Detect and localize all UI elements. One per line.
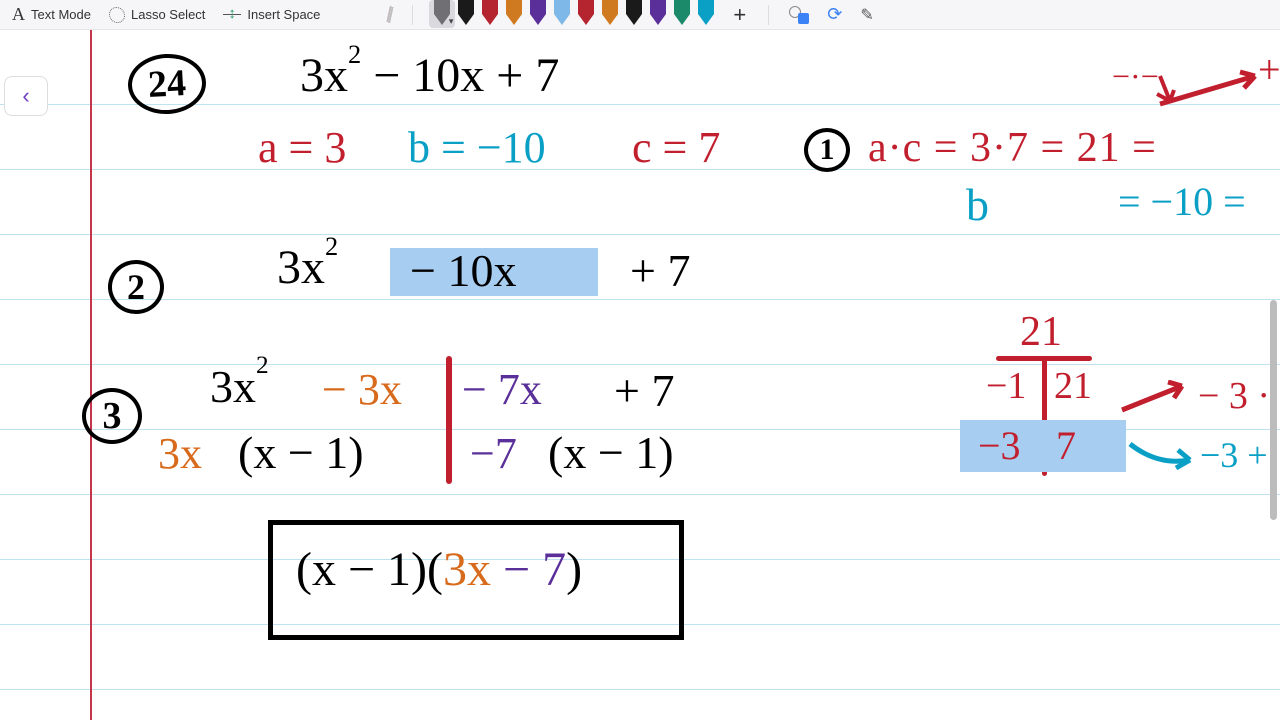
coef-a: a = 3 xyxy=(258,122,346,173)
pen-9[interactable] xyxy=(645,0,671,28)
pen-2[interactable] xyxy=(477,0,503,28)
pen-7[interactable] xyxy=(597,0,623,28)
pen-6[interactable] xyxy=(573,0,599,28)
s3-g2a: −7 xyxy=(470,428,517,479)
add-pen-button[interactable]: + xyxy=(727,2,752,28)
pen-5[interactable] xyxy=(549,0,575,28)
notebook-paper: ‹ 24 3x2 − 10x + 7 −·− + a = 3 b = −10 c… xyxy=(0,30,1280,720)
lasso-icon xyxy=(109,7,125,23)
pen-4[interactable] xyxy=(525,0,551,28)
lasso-tool[interactable]: Lasso Select xyxy=(105,5,209,25)
text-mode-tool[interactable]: A Text Mode xyxy=(8,2,95,27)
step3-num: 3 xyxy=(103,394,122,438)
lasso-label: Lasso Select xyxy=(131,7,205,22)
s3-g1a: 3x xyxy=(158,428,202,479)
ft-arrow1 xyxy=(1118,380,1198,420)
answer-text: (x − 1)(3x − 7) xyxy=(296,542,582,597)
ac-eq: a·c = 3·7 = 21 = xyxy=(868,124,1157,172)
step2-circle: 2 xyxy=(108,260,164,314)
ft-out1: − 3 · xyxy=(1198,374,1270,418)
s3-t1: 3x2 xyxy=(210,360,269,413)
s3-t2: − 3x xyxy=(322,364,402,415)
paper-margin xyxy=(90,30,92,720)
expr-main: 3x2 − 10x + 7 xyxy=(300,48,559,103)
coef-b: b = −10 xyxy=(408,122,546,173)
step1-circle: 1 xyxy=(804,128,850,172)
ft-l1a: −1 xyxy=(986,364,1026,408)
pen-10[interactable] xyxy=(669,0,695,28)
transform-icon: ⟳ xyxy=(827,4,842,25)
eraser-icon xyxy=(387,7,394,22)
s3-t3: − 7x xyxy=(462,364,542,415)
ft-l1b: 21 xyxy=(1054,364,1092,408)
insert-space-icon xyxy=(223,7,241,23)
problem-number: 24 xyxy=(147,61,187,107)
b-label: b xyxy=(966,178,989,231)
step2-num: 2 xyxy=(127,266,145,308)
pen-0[interactable]: ▾ xyxy=(429,0,455,28)
toolbar: A Text Mode Lasso Select Insert Space ▾ … xyxy=(0,0,1280,30)
pen-1[interactable] xyxy=(453,0,479,28)
separator xyxy=(768,5,769,25)
signature-icon: ✎ xyxy=(860,5,873,25)
pen-3[interactable] xyxy=(501,0,527,28)
shape-icon xyxy=(789,6,809,24)
insert-space-tool[interactable]: Insert Space xyxy=(219,5,324,25)
scrollbar[interactable] xyxy=(1270,300,1277,520)
sign-arrows xyxy=(1140,66,1270,116)
ft-arrow2 xyxy=(1128,436,1208,476)
pen-row: ▾ xyxy=(429,0,717,30)
pen-11[interactable] xyxy=(693,0,719,28)
shape-tool[interactable] xyxy=(785,4,813,26)
b-eq: = −10 = xyxy=(1118,178,1246,225)
s3-g1b: (x − 1) xyxy=(238,426,364,479)
chevron-left-icon: ‹ xyxy=(22,83,29,109)
eraser-tool[interactable] xyxy=(384,5,396,24)
back-button[interactable]: ‹ xyxy=(4,76,48,116)
step2-pre: 3x2 xyxy=(277,240,338,295)
s3-t4: + 7 xyxy=(614,364,674,417)
step3-circle: 3 xyxy=(82,388,142,444)
ft-out2: −3 + xyxy=(1200,434,1268,476)
insert-space-label: Insert Space xyxy=(247,7,320,22)
divider-red xyxy=(446,356,452,484)
transform-tool[interactable]: ⟳ xyxy=(823,2,846,27)
pen-8[interactable] xyxy=(621,0,647,28)
step2-post: + 7 xyxy=(630,244,690,297)
signature-tool[interactable]: ✎ xyxy=(856,3,877,27)
ft-top: 21 xyxy=(1020,308,1062,356)
step1-num: 1 xyxy=(820,133,835,167)
ft-l2b: 7 xyxy=(1056,422,1076,469)
text-mode-label: Text Mode xyxy=(31,7,91,22)
text-mode-icon: A xyxy=(12,4,25,25)
separator xyxy=(412,5,413,25)
s3-g2b: (x − 1) xyxy=(548,426,674,479)
ft-l2a: −3 xyxy=(978,422,1021,469)
step2-mid: − 10x xyxy=(410,244,516,297)
coef-c: c = 7 xyxy=(632,122,720,173)
